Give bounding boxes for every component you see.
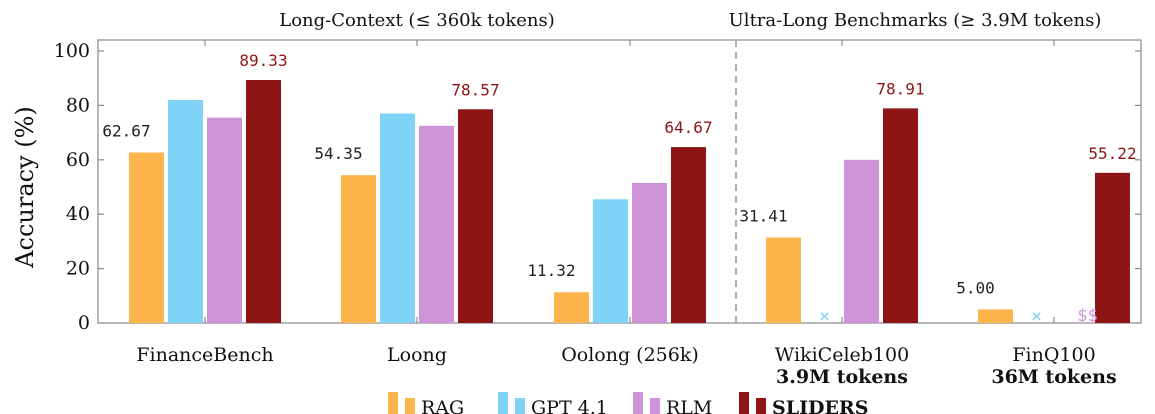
data-label: 64.67 <box>664 118 712 137</box>
y-tick-label: 100 <box>54 40 90 62</box>
legend-label: GPT 4.1 <box>531 397 608 414</box>
legend-label: SLIDERS <box>772 397 868 414</box>
bar-rlm <box>207 117 242 323</box>
data-label: 54.35 <box>314 144 362 163</box>
bar-rlm <box>419 125 454 323</box>
category-label: Oolong (256k) <box>561 344 699 366</box>
legend-swatch <box>405 398 415 414</box>
category-sublabel: 36M tokens <box>991 366 1116 388</box>
bar-gpt-4.1 <box>168 99 203 324</box>
legend-swatch <box>650 398 660 414</box>
bar-gpt-4.1 <box>593 199 628 323</box>
bar-rlm <box>844 159 879 323</box>
chart-labels: 62.67 89.33 54.35 78.57 11.32 64.67 31.41 × 78.9… <box>102 51 1136 327</box>
bar-rlm <box>632 182 667 323</box>
bar-gpt-4.1 <box>380 113 415 323</box>
legend-swatch <box>498 392 508 414</box>
data-label: 78.57 <box>451 80 499 99</box>
missing-marker: × <box>819 306 830 327</box>
legend-swatch <box>633 392 643 414</box>
bar-rag <box>766 237 801 323</box>
bar-sliders <box>246 80 281 323</box>
data-label: 78.91 <box>876 79 924 98</box>
bar-sliders <box>671 147 706 323</box>
legend-swatch <box>739 392 749 414</box>
y-tick-label: 40 <box>66 203 90 225</box>
section-label: Ultra-Long Benchmarks (≥ 3.9M tokens) <box>729 10 1102 31</box>
missing-marker: × <box>1031 306 1042 327</box>
chart-axes: 0 20 40 60 80 100 Accuracy (%) Long-Context (≤ … <box>11 10 1142 388</box>
legend-label: RLM <box>666 397 712 414</box>
data-label: 11.32 <box>527 261 575 280</box>
bar-sliders <box>883 108 918 323</box>
bar-sliders <box>458 109 493 323</box>
chart-bars <box>129 80 1130 324</box>
bar-rag <box>554 292 589 323</box>
y-tick-label: 80 <box>66 94 90 116</box>
legend-label: RAG <box>421 397 464 414</box>
category-label: Loong <box>387 344 447 366</box>
bar-rag <box>978 309 1013 323</box>
bar-sliders <box>1095 172 1130 323</box>
bar-rag <box>341 175 376 323</box>
y-tick-label: 0 <box>78 312 90 334</box>
y-tick-label: 20 <box>66 258 90 280</box>
missing-label: $$ <box>1077 306 1097 326</box>
y-axis-label: Accuracy (%) <box>11 106 39 269</box>
data-label: 31.41 <box>739 207 787 226</box>
data-label: 62.67 <box>102 122 150 141</box>
category-label: FinanceBench <box>136 344 273 366</box>
legend-swatch <box>388 392 398 414</box>
legend-swatch <box>515 398 525 414</box>
y-tick-label: 60 <box>66 149 90 171</box>
bar-rag <box>129 152 164 323</box>
chart-legend: RAG GPT 4.1 RLM SLIDERS <box>388 392 868 414</box>
section-label: Long-Context (≤ 360k tokens) <box>279 10 554 31</box>
category-label: FinQ100 <box>1012 344 1095 366</box>
legend-swatch <box>756 398 766 414</box>
data-label: 89.33 <box>239 51 287 70</box>
category-sublabel: 3.9M tokens <box>776 366 908 388</box>
data-label: 5.00 <box>956 278 995 297</box>
data-label: 55.22 <box>1088 144 1136 163</box>
category-label: WikiCeleb100 <box>775 344 909 366</box>
